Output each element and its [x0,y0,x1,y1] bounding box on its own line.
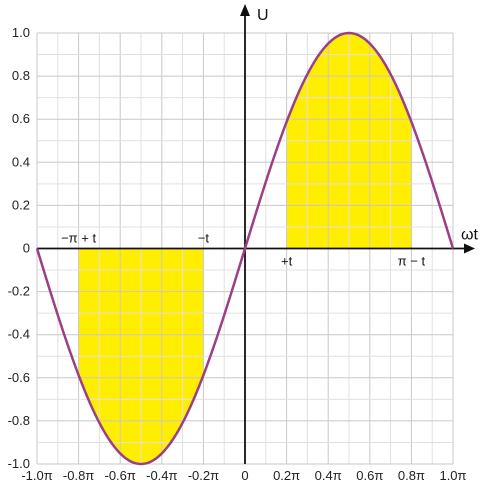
y-tick-label: -1.0 [8,456,30,471]
y-tick-label: -0.8 [8,413,30,428]
bound-annotation: +t [281,254,293,269]
x-tick-label: 1.0π [439,468,466,482]
y-tick-label: 0.8 [12,68,30,83]
bound-annotation: π − t [398,254,426,269]
y-axis-label: U [257,7,269,24]
y-tick-label: 0.4 [12,154,30,169]
x-tick-label: 0.2π [273,468,300,482]
curve-layer [35,31,455,466]
y-tick-label: -0.2 [8,284,30,299]
y-tick-label: 0 [23,241,30,256]
x-tick-label: -0.8π [63,468,94,482]
axes [37,4,475,464]
x-tick-label: 0.8π [398,468,425,482]
x-tick-label: 0.6π [356,468,383,482]
x-tick-label: -0.4π [146,468,177,482]
x-tick-label: -1.0π [21,468,52,482]
bound-annotation: −t [198,231,210,246]
x-tick-label: 0.4π [315,468,342,482]
sine-curve [35,31,455,466]
x-axis-label: ωt [461,227,478,244]
y-axis-arrow [240,4,250,16]
tick-labels: -1.0 -0.8 -0.6 -0.4 -0.2 0 0.2 0.4 0.6 0.8 1.0 -1.0… [8,25,467,482]
y-tick-label: -0.4 [8,327,30,342]
x-tick-label: -0.6π [105,468,136,482]
bound-annotation: −π + t [61,231,96,246]
y-tick-label: 0.2 [12,197,30,212]
y-tick-label: 0.6 [12,111,30,126]
x-tick-label: -0.2π [188,468,219,482]
y-tick-label: 1.0 [12,25,30,40]
x-axis-arrow [464,243,475,254]
annotations: −π + t −t +t π − t [61,231,425,269]
x-tick-label: 0 [241,468,248,482]
y-tick-label: -0.6 [8,370,30,385]
